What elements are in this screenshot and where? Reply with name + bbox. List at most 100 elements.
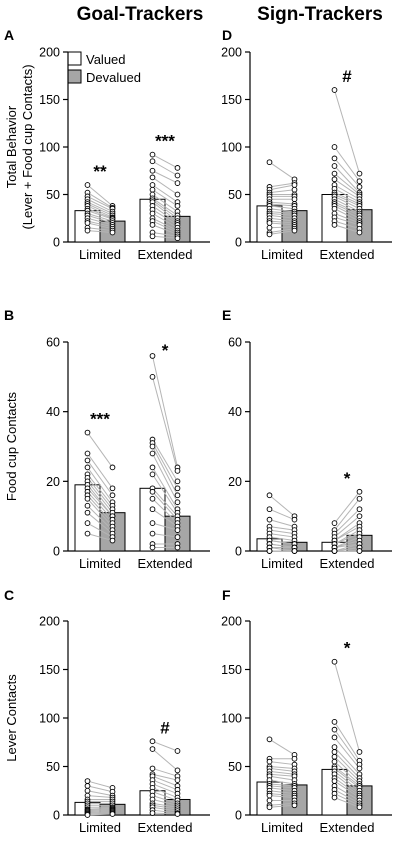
subject-point-valued [84,520,91,526]
subject-point-valued [331,176,338,183]
subject-point-valued [84,812,91,818]
subject-trace [334,173,360,195]
subject-trace [87,208,113,219]
panel-b: B 0 20 40 60 Food cup Contacts Limited *** Exten… [4,307,210,571]
subject-point-valued [149,233,156,240]
subject-trace [152,783,178,795]
subject-point-devalued [174,191,181,198]
subject-point-valued [149,174,156,181]
subject-point-valued [266,159,273,166]
subject-point-valued [149,471,156,478]
subject-trace [334,165,360,193]
subject-point-devalued [174,777,181,783]
x-category-label: Limited [79,247,121,262]
subject-trace [87,477,113,510]
subject-point-devalued [174,492,181,499]
subject-trace [152,209,178,226]
y-tick-label: 100 [39,712,60,726]
subject-trace [87,785,113,793]
panel-letter: D [222,27,232,43]
subject-trace [334,491,360,524]
subject-trace [269,220,295,224]
y-axis-label: (Lever + Food cup Contacts) [20,64,35,229]
subject-point-valued [331,758,338,765]
subject-point-devalued [291,755,298,762]
y-tick-label: 50 [46,188,60,202]
subject-point-valued [331,734,338,741]
subject-trace [269,494,295,517]
subject-trace [152,197,178,216]
subject-trace [334,780,360,798]
subject-trace [334,768,360,789]
subject-point-valued [331,155,338,162]
subject-point-valued [331,520,338,526]
subject-trace [269,795,295,799]
subject-trace [334,216,360,226]
subject-point-valued [84,502,91,509]
subject-trace [87,203,113,216]
subject-point-valued [266,220,273,226]
significance-marker: # [342,67,352,86]
subject-trace [87,192,113,209]
y-tick-label: 100 [39,141,60,155]
subject-point-devalued [174,203,181,209]
subject-point-devalued [109,464,116,471]
subject-trace [334,203,360,216]
subject-point-devalued [174,748,181,754]
subject-point-valued [266,492,273,499]
subject-trace [152,189,178,207]
subject-point-valued [149,158,156,165]
y-tick-label: 100 [221,712,242,726]
subject-point-devalued [174,165,181,171]
subject-trace [269,536,295,542]
subject-trace [334,220,360,230]
subject-trace [334,797,360,808]
y-axis-label: Total Behavior [4,105,19,188]
y-tick-label: 200 [39,46,60,60]
significance-marker: *** [90,410,110,429]
significance-marker: * [344,639,351,658]
subject-point-valued [84,450,91,457]
subject-trace [152,442,178,489]
subject-trace [152,217,178,232]
y-tick-label: 200 [39,615,60,629]
subject-trace [152,804,178,810]
subject-point-devalued [109,229,116,236]
subject-point-devalued [174,544,181,551]
subject-trace [152,533,178,538]
subject-point-devalued [356,178,363,185]
subject-trace [87,808,113,811]
subject-point-valued [84,783,91,789]
x-category-label: Extended [320,247,375,262]
subject-point-valued [149,167,156,174]
subject-trace [152,235,178,239]
subject-trace [152,176,178,195]
subject-trace [87,807,113,810]
subject-point-valued [149,373,156,380]
subject-trace [269,766,295,769]
significance-marker: # [160,718,170,737]
subject-point-valued [331,222,338,228]
subject-point-valued [149,464,156,471]
subject-point-valued [149,488,156,495]
subject-trace [334,773,360,795]
subject-trace [87,198,113,213]
subject-point-devalued [174,235,181,242]
subject-trace [87,795,113,799]
subject-trace [152,199,178,219]
subject-point-valued [266,792,273,799]
subject-point-devalued [291,227,298,234]
subject-trace [334,533,360,545]
x-category-label: Extended [138,820,193,835]
subject-trace [152,522,178,531]
subject-trace [87,810,113,813]
subject-point-devalued [174,811,181,817]
subject-trace [87,210,113,220]
subject-point-devalued [356,229,363,236]
subject-point-valued [266,224,273,231]
subject-trace [269,779,295,785]
subject-point-devalued [174,180,181,186]
subject-point-valued [149,443,156,450]
subject-point-valued [331,794,338,801]
